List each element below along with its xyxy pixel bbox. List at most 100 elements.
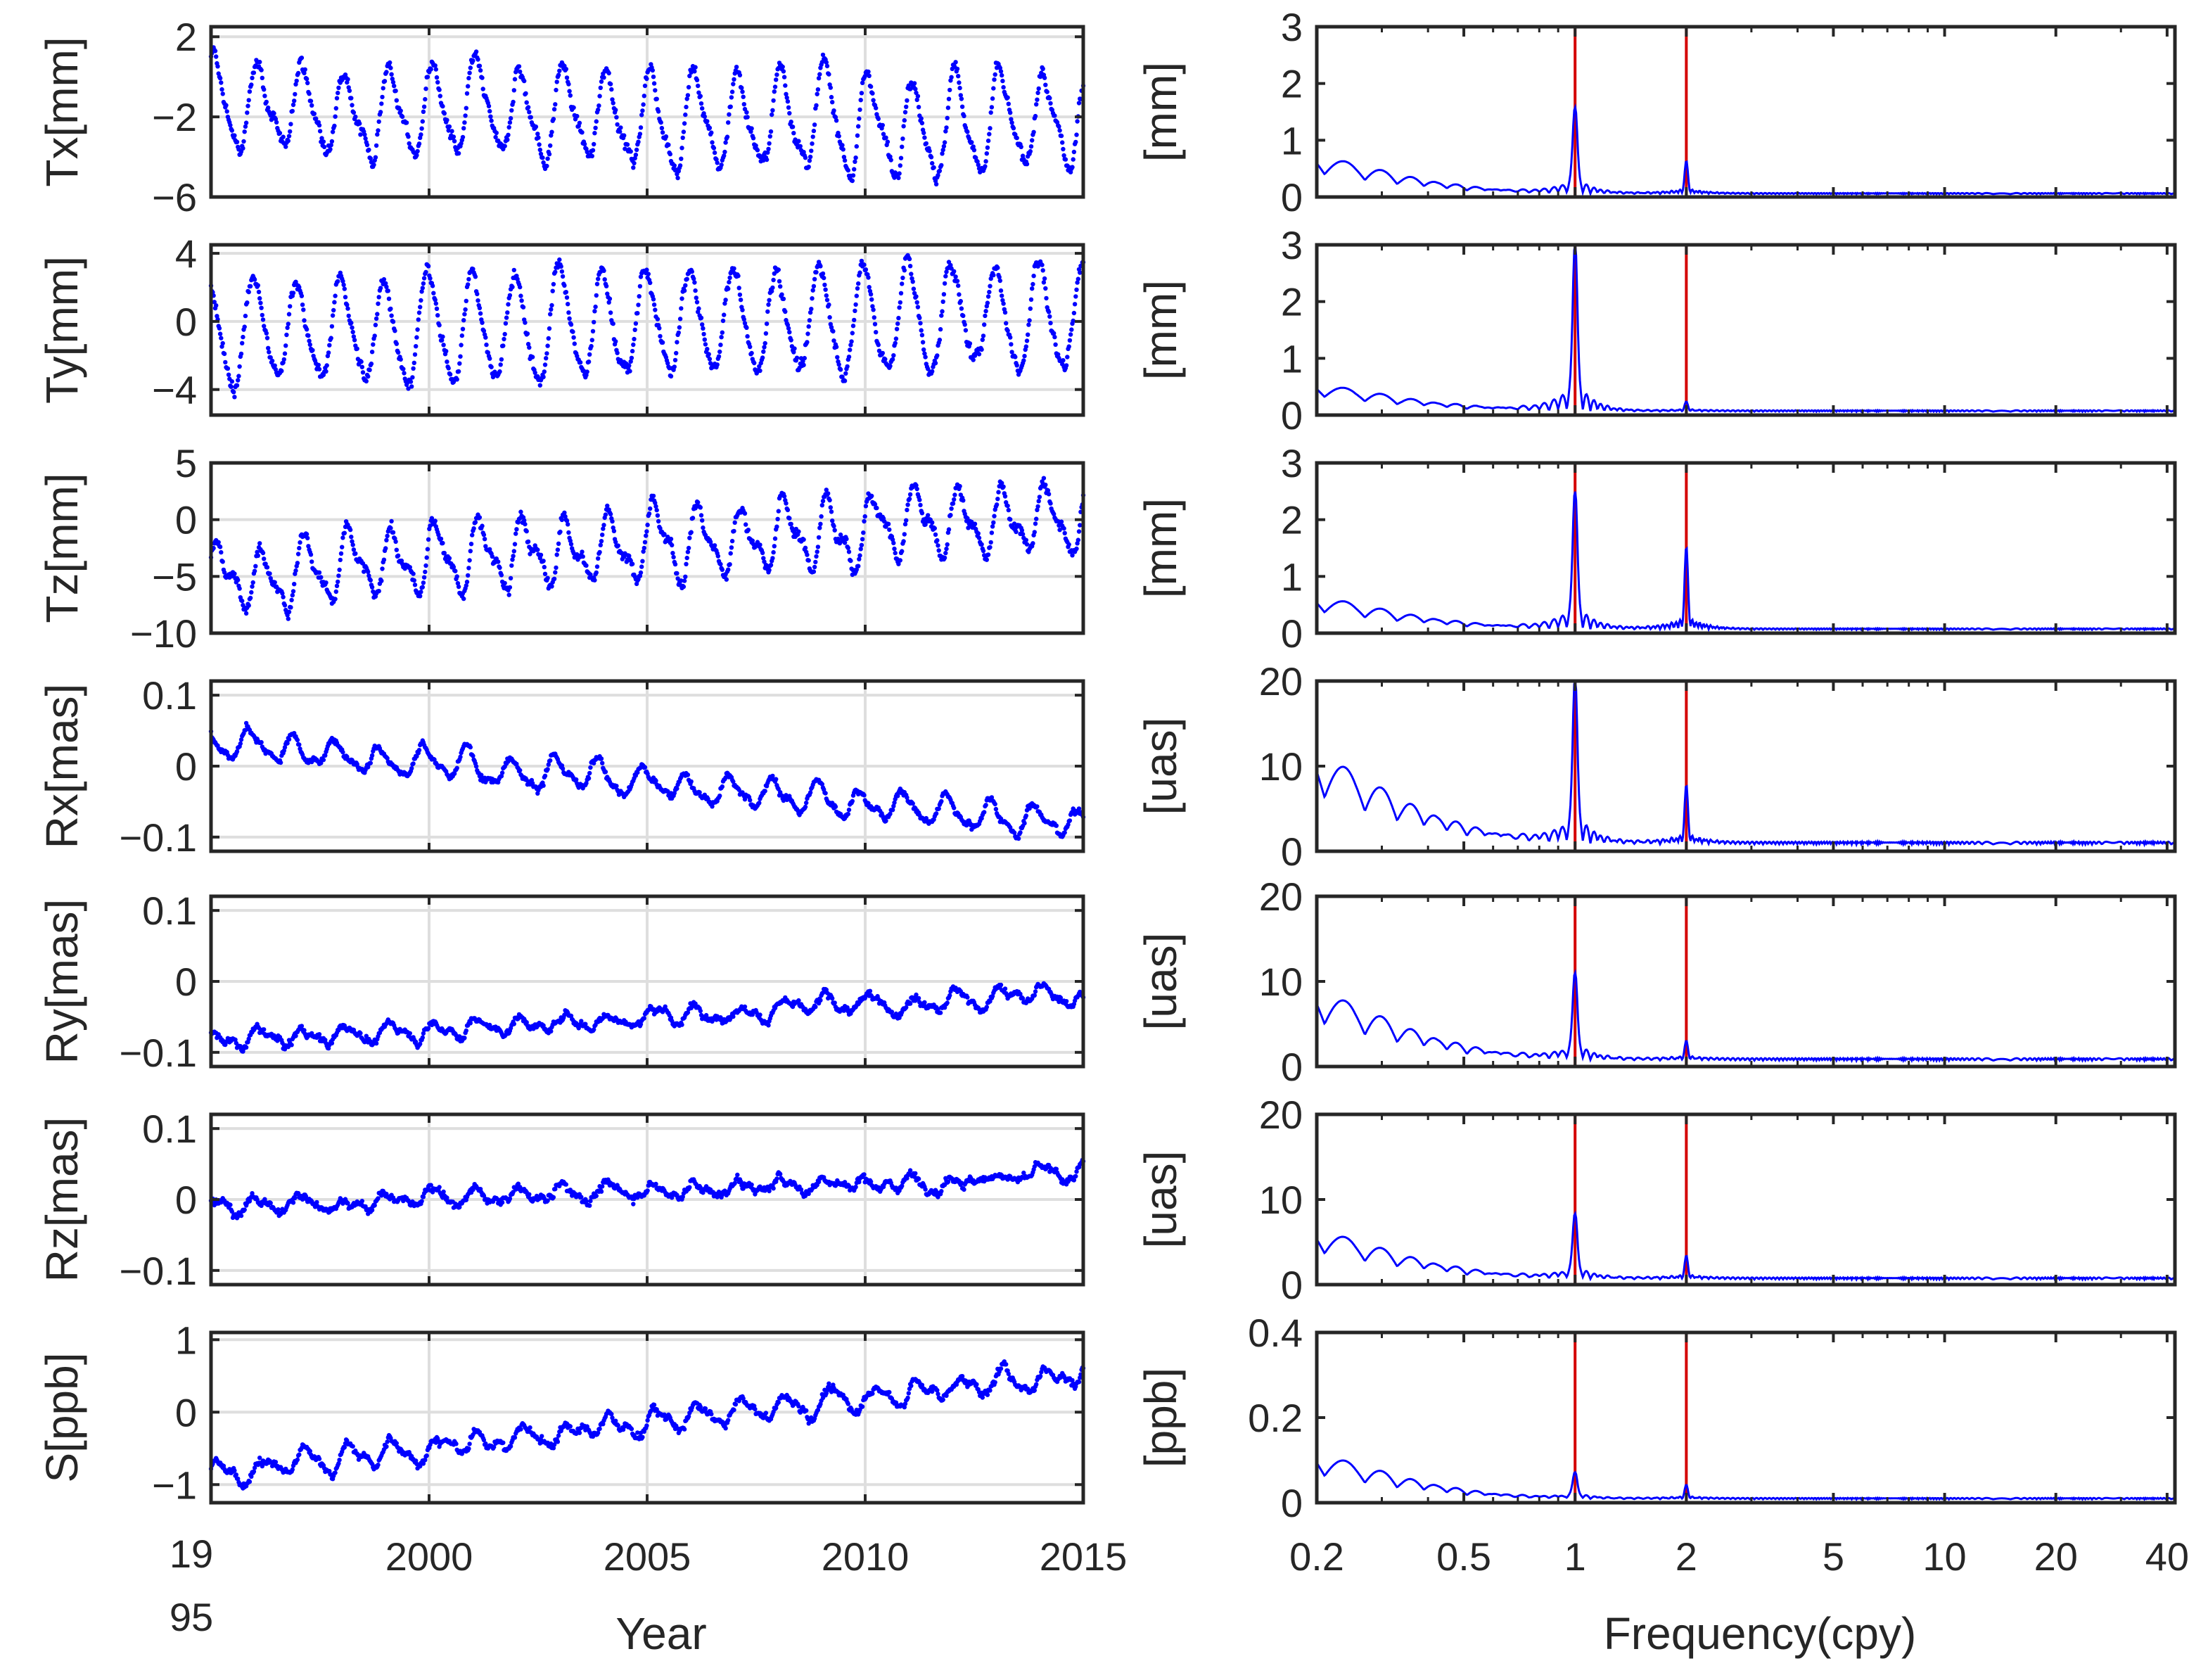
data-point	[299, 56, 305, 61]
data-point	[353, 551, 358, 556]
data-point	[249, 590, 254, 595]
data-point	[983, 309, 988, 314]
data-point	[651, 297, 656, 302]
data-point	[924, 141, 929, 146]
data-point	[333, 293, 338, 298]
data-point	[507, 585, 513, 590]
data-point	[278, 760, 283, 765]
data-point	[694, 295, 698, 300]
data-point	[859, 258, 864, 264]
data-point	[582, 141, 587, 146]
data-point	[477, 63, 483, 68]
data-point	[672, 357, 678, 363]
data-point	[867, 285, 872, 290]
data-point	[243, 124, 248, 129]
data-point	[451, 134, 457, 139]
data-point	[345, 306, 350, 311]
ts-panel-tx: 2−2−6Tx[mm]	[37, 15, 1086, 219]
data-point	[222, 351, 227, 357]
data-point	[748, 344, 753, 350]
data-point	[593, 125, 598, 130]
data-point	[724, 577, 729, 582]
data-point	[786, 105, 791, 110]
data-point	[943, 129, 948, 134]
data-point	[655, 513, 660, 518]
data-point	[962, 113, 966, 118]
data-point	[907, 256, 912, 262]
data-point	[922, 135, 927, 140]
data-point	[308, 98, 314, 103]
data-point	[613, 540, 618, 545]
data-point	[845, 545, 851, 550]
data-point	[468, 542, 474, 547]
data-point	[545, 767, 550, 772]
data-point	[738, 298, 744, 303]
data-point	[545, 575, 550, 580]
data-point	[748, 798, 753, 803]
data-point	[347, 527, 353, 533]
data-point	[784, 501, 789, 506]
data-point	[302, 318, 307, 323]
data-point	[807, 158, 812, 163]
data-point	[373, 322, 378, 328]
y-axis-label: [uas]	[1135, 718, 1186, 815]
data-point	[264, 336, 270, 341]
data-point	[815, 549, 819, 554]
data-point	[415, 327, 420, 332]
data-point	[764, 157, 770, 163]
data-point	[988, 110, 993, 115]
data-point	[542, 564, 547, 570]
data-point	[942, 140, 947, 145]
data-point	[557, 68, 562, 73]
data-point	[349, 96, 354, 101]
data-point	[610, 518, 615, 524]
data-point	[1053, 342, 1058, 347]
data-point	[1035, 97, 1040, 102]
data-point	[480, 87, 485, 91]
data-point	[827, 497, 832, 503]
data-point	[363, 136, 368, 141]
data-point	[523, 521, 528, 527]
data-point	[340, 545, 345, 549]
data-point	[855, 286, 860, 291]
axes-frame	[1315, 243, 2177, 417]
data-point	[838, 532, 843, 537]
data-point	[767, 298, 772, 303]
data-point	[546, 336, 551, 341]
data-point	[905, 502, 910, 507]
data-point	[262, 324, 267, 329]
data-point	[943, 550, 948, 556]
data-point	[349, 320, 354, 326]
data-point	[430, 284, 435, 288]
data-point	[813, 559, 818, 565]
data-point	[468, 549, 473, 554]
data-point	[862, 514, 867, 519]
data-point	[594, 293, 599, 298]
data-point	[660, 340, 665, 345]
data-point	[744, 325, 749, 330]
data-point	[731, 779, 736, 784]
data-point	[761, 158, 766, 163]
data-point	[868, 292, 874, 297]
data-point	[507, 293, 513, 298]
data-point	[259, 739, 264, 745]
data-point	[726, 120, 731, 125]
data-point	[418, 305, 423, 310]
data-point	[676, 330, 681, 336]
data-point	[473, 764, 479, 769]
data-point	[950, 501, 956, 506]
data-point	[705, 119, 710, 124]
data-point	[536, 135, 541, 140]
data-point	[944, 546, 949, 552]
data-point	[696, 499, 701, 505]
data-point	[758, 368, 762, 374]
data-point	[784, 95, 789, 101]
data-point	[659, 125, 665, 131]
data-point	[732, 77, 736, 82]
data-point	[655, 317, 660, 322]
data-point	[1076, 101, 1082, 106]
data-point	[419, 590, 423, 594]
data-point	[369, 361, 374, 367]
data-point	[976, 352, 982, 357]
data-point	[1040, 66, 1045, 72]
